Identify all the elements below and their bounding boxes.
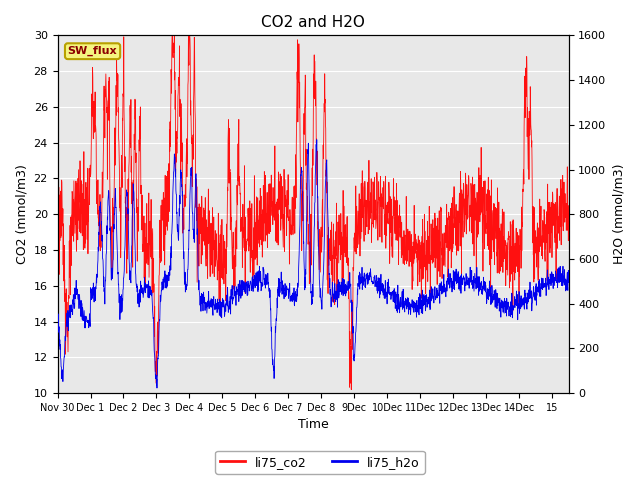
Text: SW_flux: SW_flux <box>68 46 117 56</box>
Legend: li75_co2, li75_h2o: li75_co2, li75_h2o <box>215 451 425 474</box>
Title: CO2 and H2O: CO2 and H2O <box>261 15 365 30</box>
X-axis label: Time: Time <box>298 419 328 432</box>
Y-axis label: CO2 (mmol/m3): CO2 (mmol/m3) <box>15 164 28 264</box>
Y-axis label: H2O (mmol/m3): H2O (mmol/m3) <box>612 164 625 264</box>
